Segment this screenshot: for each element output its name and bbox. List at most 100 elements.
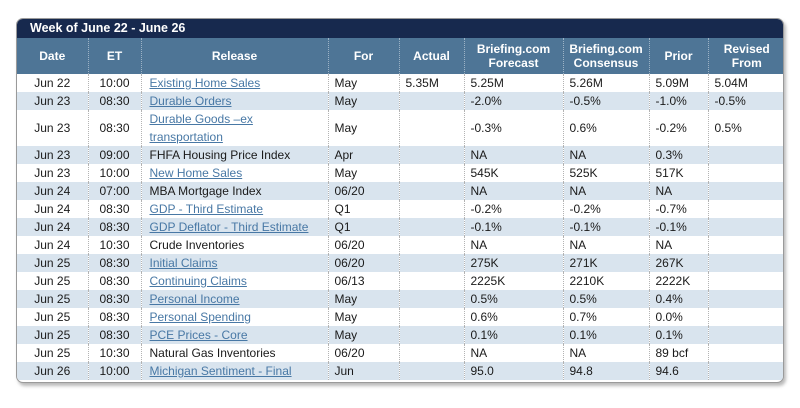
col-header-actual: Actual (399, 38, 465, 74)
cell-release: Crude Inventories (141, 236, 329, 254)
cell-date: Jun 22 (17, 74, 89, 92)
cell-consensus: 94.8 (563, 362, 650, 380)
cell-consensus: NA (563, 344, 650, 362)
economic-calendar: Week of June 22 - June 26 Date ET Releas… (16, 18, 784, 383)
release-link[interactable]: Existing Home Sales (149, 76, 261, 90)
cell-actual (399, 218, 465, 236)
release-link[interactable]: Michigan Sentiment - Final (149, 364, 292, 378)
cell-forecast: NA (464, 182, 564, 200)
table-row: Jun 24 07:00 MBA Mortgage Index 06/20 NA NA NA (17, 182, 783, 200)
cell-prior: -0.1% (649, 218, 709, 236)
cell-et: 10:00 (88, 74, 142, 92)
release-link[interactable]: Durable Goods –ex transportation (149, 112, 253, 144)
col-header-briefing-forecast: Briefing.com Forecast (464, 38, 564, 74)
cell-date: Jun 25 (17, 272, 89, 290)
col-header-for: For (328, 38, 400, 74)
col-header-prior: Prior (649, 38, 709, 74)
cell-date: Jun 25 (17, 254, 89, 272)
release-link[interactable]: Personal Spending (149, 310, 251, 324)
cell-actual (399, 290, 465, 308)
cell-et: 08:30 (88, 218, 142, 236)
cell-forecast: 0.5% (464, 290, 564, 308)
cell-date: Jun 26 (17, 362, 89, 380)
cell-forecast: 545K (464, 164, 564, 182)
cell-et: 08:30 (88, 254, 142, 272)
release-link[interactable]: GDP Deflator - Third Estimate (149, 220, 309, 234)
cell-forecast: 5.25M (464, 74, 564, 92)
cell-date: Jun 25 (17, 344, 89, 362)
release-text: Natural Gas Inventories (149, 346, 276, 360)
cell-prior: 0.0% (649, 308, 709, 326)
cell-for: 06/13 (328, 272, 400, 290)
cell-release: Existing Home Sales (141, 74, 329, 92)
cell-et: 08:30 (88, 200, 142, 218)
cell-for: 06/20 (328, 236, 400, 254)
release-link[interactable]: New Home Sales (149, 166, 243, 180)
release-link[interactable]: PCE Prices - Core (149, 328, 248, 342)
table-row: Jun 23 09:00 FHFA Housing Price Index Apr NA… (17, 146, 783, 164)
cell-prior: 5.09M (649, 74, 709, 92)
cell-prior: 517K (649, 164, 709, 182)
cell-forecast: -0.3% (464, 110, 564, 146)
cell-revised-from (708, 200, 783, 218)
release-link[interactable]: Initial Claims (149, 256, 218, 270)
release-link[interactable]: Personal Income (149, 292, 240, 306)
cell-date: Jun 23 (17, 146, 89, 164)
cell-for: May (328, 74, 400, 92)
cell-prior: -1.0% (649, 92, 709, 110)
cell-prior: -0.7% (649, 200, 709, 218)
cell-for: 06/20 (328, 254, 400, 272)
release-text: FHFA Housing Price Index (149, 148, 291, 162)
cell-forecast: NA (464, 344, 564, 362)
col-header-revised-from: Revised From (708, 38, 783, 74)
cell-revised-from (708, 236, 783, 254)
cell-et: 08:30 (88, 308, 142, 326)
cell-release: Personal Spending (141, 308, 329, 326)
cell-release: GDP - Third Estimate (141, 200, 329, 218)
release-link[interactable]: GDP - Third Estimate (149, 202, 264, 216)
release-text: Crude Inventories (149, 238, 245, 252)
cell-et: 08:30 (88, 272, 142, 290)
table-row: Jun 23 10:00 New Home Sales May 545K 525K 517K (17, 164, 783, 182)
cell-consensus: 5.26M (563, 74, 650, 92)
table-row: Jun 24 10:30 Crude Inventories 06/20 NA NA NA (17, 236, 783, 254)
cell-et: 10:00 (88, 164, 142, 182)
cell-prior: 0.1% (649, 326, 709, 344)
cell-actual (399, 362, 465, 380)
table-row: Jun 24 08:30 GDP - Third Estimate Q1 -0.2% -0… (17, 200, 783, 218)
cell-actual (399, 272, 465, 290)
cell-actual (399, 326, 465, 344)
cell-revised-from (708, 326, 783, 344)
cell-consensus: 0.7% (563, 308, 650, 326)
cell-revised-from (708, 182, 783, 200)
economic-calendar-table: Date ET Release For Actual Briefing.com … (17, 38, 783, 380)
col-header-release: Release (141, 38, 329, 74)
table-row: Jun 26 10:00 Michigan Sentiment - Final Jun… (17, 362, 783, 380)
cell-release: Continuing Claims (141, 272, 329, 290)
cell-forecast: -0.1% (464, 218, 564, 236)
release-link[interactable]: Durable Orders (149, 94, 232, 108)
cell-release: Personal Income (141, 290, 329, 308)
cell-prior: -0.2% (649, 110, 709, 146)
cell-revised-from (708, 164, 783, 182)
cell-consensus: 0.5% (563, 290, 650, 308)
cell-prior: NA (649, 236, 709, 254)
cell-prior: 267K (649, 254, 709, 272)
table-row: Jun 25 08:30 PCE Prices - Core May 0.1% 0.1% 0… (17, 326, 783, 344)
cell-prior: 0.3% (649, 146, 709, 164)
cell-consensus: 525K (563, 164, 650, 182)
release-link[interactable]: Continuing Claims (149, 274, 247, 288)
cell-consensus: 271K (563, 254, 650, 272)
table-row: Jun 25 08:30 Personal Income May 0.5% 0.5% 0.4… (17, 290, 783, 308)
cell-for: May (328, 92, 400, 110)
cell-release: Durable Orders (141, 92, 329, 110)
cell-consensus: NA (563, 182, 650, 200)
cell-release: New Home Sales (141, 164, 329, 182)
table-row: Jun 25 08:30 Initial Claims 06/20 275K 271K 26… (17, 254, 783, 272)
week-title: Week of June 22 - June 26 (17, 19, 783, 38)
cell-revised-from: 0.5% (714, 121, 742, 135)
cell-date: Jun 23 (17, 110, 89, 146)
cell-release: MBA Mortgage Index (141, 182, 329, 200)
cell-prior: NA (649, 182, 709, 200)
cell-et: 09:00 (88, 146, 142, 164)
